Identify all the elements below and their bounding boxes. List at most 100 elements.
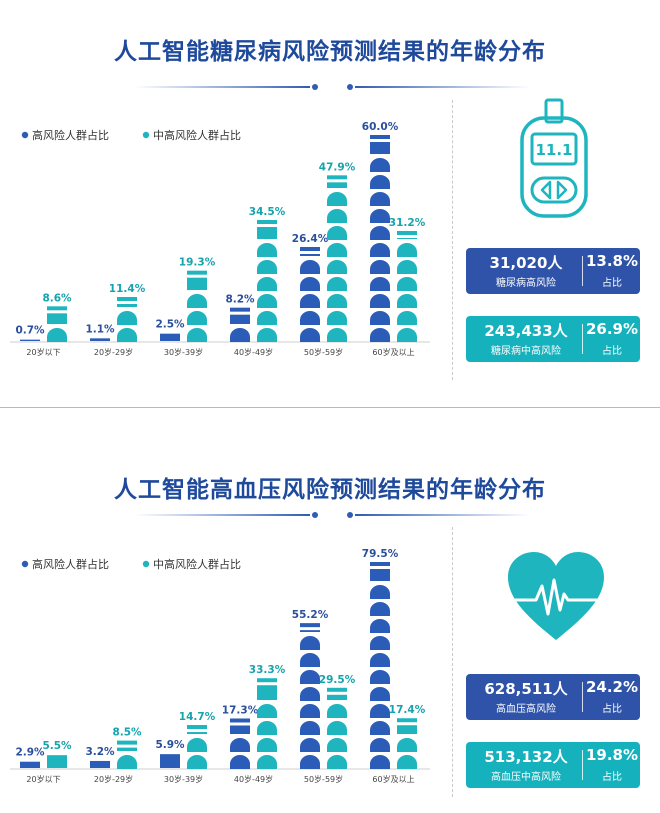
bar xyxy=(47,306,67,342)
bar-segment xyxy=(257,721,277,735)
title-rule-right xyxy=(355,514,530,516)
title-rule-left xyxy=(135,86,310,88)
x-tick-label: 20岁以下 xyxy=(26,774,60,784)
bar-cap xyxy=(117,740,137,745)
bar-segment xyxy=(327,694,347,700)
data-label: 14.7% xyxy=(179,711,216,723)
bar-segment xyxy=(370,175,390,189)
bar-segment xyxy=(370,243,390,257)
data-label: 8.2% xyxy=(225,294,255,306)
bar-segment xyxy=(257,243,277,257)
bar-segment xyxy=(257,685,277,700)
chart-title: 人工智能糖尿病风险预测结果的年龄分布 xyxy=(114,39,546,65)
card-percent-label: 占比 xyxy=(602,278,622,289)
mid-risk-card: 513,132人 高血压中高风险 19.8% 占比 xyxy=(466,742,640,788)
bar-segment xyxy=(370,721,390,735)
bar-segment xyxy=(370,226,390,240)
bar-segment xyxy=(370,602,390,616)
bar-cap xyxy=(257,678,277,683)
bar-segment xyxy=(370,653,390,667)
bar-segment xyxy=(327,311,347,325)
x-tick-label: 30岁-39岁 xyxy=(164,347,203,357)
x-tick-label: 60岁及以上 xyxy=(372,347,414,357)
bar-segment xyxy=(300,653,320,667)
card-value: 31,020人 xyxy=(489,254,563,272)
bar xyxy=(117,740,137,769)
bar xyxy=(90,760,110,768)
bar-segment xyxy=(187,294,207,308)
data-label: 5.9% xyxy=(155,739,185,751)
high-risk-card: 31,020人 糖尿病高风险 13.8% 占比 xyxy=(466,248,640,294)
bar-segment xyxy=(370,738,390,752)
bar-segment xyxy=(327,738,347,752)
bar xyxy=(327,687,347,769)
bar-segment xyxy=(370,585,390,599)
bar xyxy=(160,754,180,768)
bar-segment xyxy=(160,754,180,768)
data-label: 1.1% xyxy=(85,323,115,335)
card-percent: 13.8% xyxy=(585,252,639,270)
bar-segment xyxy=(370,755,390,769)
bar-segment xyxy=(230,328,250,342)
legend-label: 高风险人群占比 xyxy=(32,128,109,142)
card-separator xyxy=(582,682,583,712)
bar xyxy=(257,220,277,342)
glucose-meter-icon: 11.1 xyxy=(518,98,590,220)
bar-cap xyxy=(300,623,320,628)
card-value: 513,132人 xyxy=(484,748,568,766)
bar xyxy=(187,725,207,769)
data-label: 29.5% xyxy=(319,674,356,686)
bar-segment xyxy=(300,630,320,632)
data-label: 0.7% xyxy=(15,325,45,337)
bar-segment xyxy=(117,304,137,307)
data-label: 55.2% xyxy=(292,609,329,621)
bar-segment xyxy=(327,328,347,342)
diabetes-panel: 人工智能糖尿病风险预测结果的年龄分布 高风险人群占比 中高风险人群占比 20岁以下 0… xyxy=(0,0,660,406)
bar-segment xyxy=(300,294,320,308)
bar-segment xyxy=(327,226,347,240)
title-dot-left xyxy=(312,84,318,90)
bar-segment xyxy=(300,721,320,735)
vertical-separator xyxy=(452,100,453,380)
bar-segment xyxy=(117,755,137,769)
x-tick-label: 20岁-29岁 xyxy=(94,347,133,357)
bar-cap xyxy=(47,306,67,311)
bar-segment xyxy=(327,192,347,206)
bar-segment xyxy=(47,313,67,324)
bar-segment xyxy=(117,311,137,325)
bar-segment xyxy=(300,738,320,752)
bar-segment xyxy=(187,755,207,769)
card-separator xyxy=(582,324,583,354)
data-label: 19.3% xyxy=(179,257,216,269)
bar-cap xyxy=(230,307,250,312)
bar-segment xyxy=(397,277,417,291)
bar-segment xyxy=(370,277,390,291)
data-label: 47.9% xyxy=(319,161,356,173)
card-percent: 19.8% xyxy=(585,746,639,764)
bar xyxy=(370,135,390,342)
bar xyxy=(230,718,250,769)
bar-cap xyxy=(327,687,347,692)
bar-segment xyxy=(370,311,390,325)
bar-segment xyxy=(230,725,250,734)
legend-swatch xyxy=(21,560,29,568)
data-label: 17.3% xyxy=(222,704,259,716)
legend-swatch xyxy=(142,560,150,568)
bar-segment xyxy=(300,755,320,769)
bar xyxy=(300,247,320,342)
x-tick-label: 20岁以下 xyxy=(26,347,60,357)
bar-segment xyxy=(370,687,390,701)
data-label: 2.9% xyxy=(15,747,45,759)
bar-segment xyxy=(397,260,417,274)
legend-label: 高风险人群占比 xyxy=(32,557,109,571)
bar xyxy=(20,339,40,341)
bar-segment xyxy=(300,687,320,701)
data-label: 3.2% xyxy=(85,746,115,758)
bar-cap xyxy=(397,231,417,235)
x-tick-label: 20岁-29岁 xyxy=(94,774,133,784)
hypertension-bar-chart: 高风险人群占比 中高风险人群占比 20岁以下 2.9%5.5% 20岁-29岁 3.2% 8… xyxy=(10,548,430,784)
card-percent-label: 占比 xyxy=(602,704,622,715)
bar-cap xyxy=(187,270,207,275)
bar-segment xyxy=(20,339,40,341)
bar-segment xyxy=(300,277,320,291)
